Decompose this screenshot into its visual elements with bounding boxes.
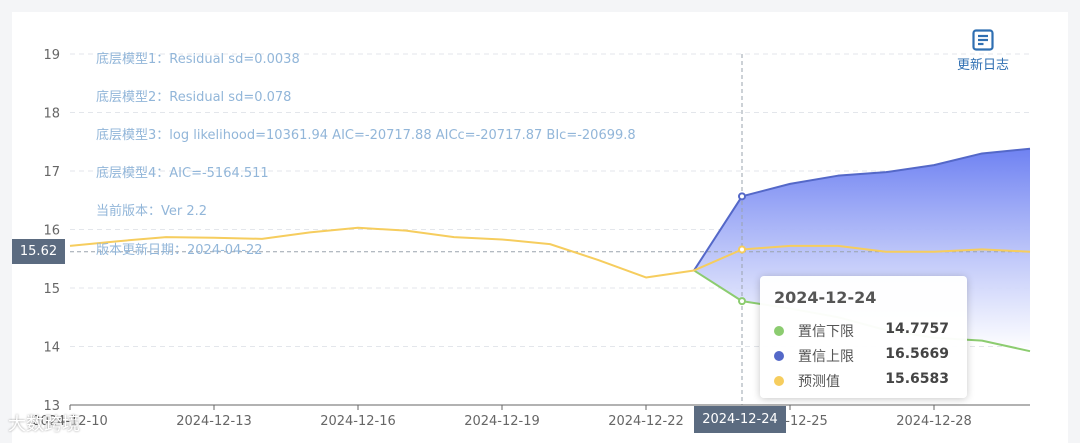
y-tick-label-19: 19	[43, 48, 60, 63]
tooltip-value-forecast: 15.6583	[885, 371, 949, 387]
y-axis-pointer-label: 15.62	[12, 239, 65, 264]
annotation-update-date: 版本更新日期：2024-04-22	[96, 243, 263, 258]
tooltip-row-forecast: 预测值 15.6583	[774, 371, 959, 391]
annotation-model-1: 底层模型1：Residual sd=0.0038	[96, 52, 300, 67]
legend-dot-lower	[774, 326, 784, 336]
changelog-button[interactable]: 更新日志	[950, 28, 1016, 73]
series-line-upper	[693, 147, 1031, 271]
legend-dot-forecast	[774, 376, 784, 386]
tooltip-label-forecast: 预测值	[798, 374, 840, 390]
y-tick-label-18: 18	[43, 107, 60, 122]
series-line-forecast	[69, 226, 1031, 279]
tooltip-title: 2024-12-24	[774, 288, 877, 307]
y-tick-label-14: 14	[43, 341, 60, 356]
tooltip-value-lower: 14.7757	[885, 321, 949, 337]
annotation-model-4: 底层模型4：AIC=-5164.511	[96, 166, 269, 181]
x-tick-label-2024-12-19: 2024-12-19	[464, 414, 540, 429]
x-tick-label-2024-12-22: 2024-12-22	[608, 414, 684, 429]
x-tick-label-2024-12-13: 2024-12-13	[176, 414, 252, 429]
tooltip-row-lower: 置信下限 14.7757	[774, 321, 959, 341]
x-axis-pointer-label: 2024-12-24	[694, 406, 786, 433]
y-tick-label-17: 17	[43, 165, 60, 180]
annotation-model-3: 底层模型3：log likelihood=10361.94 AIC=-20717…	[96, 128, 636, 143]
y-tick-label-16: 16	[43, 224, 60, 239]
x-tick-label-2024-12-10: 2024-12-10	[32, 414, 108, 429]
data-point-forecast	[738, 245, 746, 254]
x-tick-label-2024-12-16: 2024-12-16	[320, 414, 396, 429]
tooltip-row-upper: 置信上限 16.5669	[774, 346, 959, 366]
changelog-label: 更新日志	[956, 58, 1009, 73]
y-tick-label-13: 13	[43, 399, 60, 414]
watermark: 大数跨境	[8, 414, 80, 435]
legend-dot-upper	[774, 351, 784, 361]
y-tick-label-15: 15	[43, 282, 60, 297]
annotation-model-2: 底层模型2：Residual sd=0.078	[96, 90, 292, 105]
tooltip: 2024-12-24 置信下限 14.7757 置信上限 16.5669 预测值…	[760, 276, 967, 398]
data-point-lower	[738, 297, 746, 306]
document-list-icon	[972, 29, 994, 51]
tooltip-value-upper: 16.5669	[885, 346, 949, 362]
tooltip-label-lower: 置信下限	[798, 324, 854, 340]
annotation-version: 当前版本：Ver 2.2	[96, 204, 208, 219]
data-point-upper	[738, 192, 746, 201]
x-tick-label-2024-12-28: 2024-12-28	[896, 414, 972, 429]
tooltip-label-upper: 置信上限	[798, 349, 854, 365]
